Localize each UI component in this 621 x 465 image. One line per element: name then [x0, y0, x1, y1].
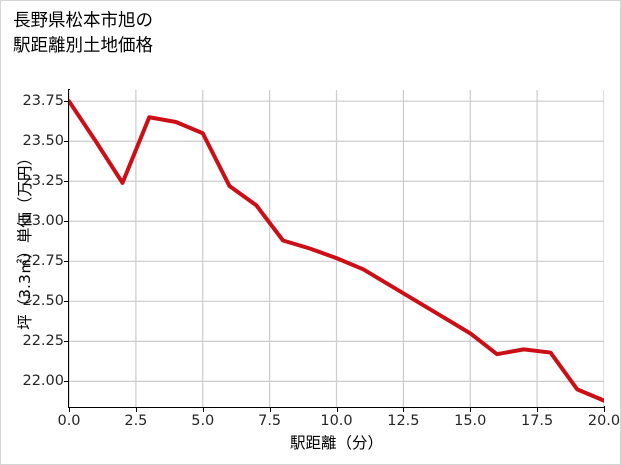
- x-tick-mark: [269, 408, 271, 412]
- y-tick-mark: [64, 101, 68, 103]
- x-tick-mark: [470, 408, 472, 412]
- y-tick-mark: [64, 381, 68, 383]
- x-tick-mark: [202, 408, 204, 412]
- x-tick-label: 2.5: [124, 413, 148, 429]
- x-tick-label: 0.0: [57, 413, 81, 429]
- x-tick-mark: [69, 408, 70, 412]
- x-tick-label: 5.0: [191, 413, 215, 429]
- y-tick-mark: [64, 141, 68, 143]
- y-axis-tick-labels: 22.00 22.25 22.50 22.75 23.00 23.25 23.50 23.75: [1, 90, 64, 407]
- x-axis-label: 駅距離（分）: [289, 434, 383, 452]
- x-tick-label: 10.0: [320, 413, 353, 429]
- x-tick-mark: [403, 408, 405, 412]
- x-tick-label: 15.0: [454, 413, 487, 429]
- y-axis-label: 坪（3.3㎡）単価（万円）: [16, 150, 34, 330]
- x-tick-mark: [336, 408, 338, 412]
- y-tick-label: 23.00: [22, 213, 64, 230]
- series-line-0: [69, 99, 604, 403]
- y-tick-mark: [64, 341, 68, 343]
- y-tick-mark: [64, 261, 68, 263]
- y-tick-mark: [64, 301, 68, 303]
- x-axis-tick-labels: 0.0 2.5 5.0 7.5 10.0 12.5 15.0 17.5 20.0: [57, 413, 620, 435]
- y-tick-label: 23.25: [22, 173, 64, 190]
- x-tick-label: 17.5: [520, 413, 554, 429]
- x-tick-mark: [537, 408, 539, 412]
- gridlines: [69, 90, 604, 407]
- x-tick-label: 20.0: [587, 413, 621, 429]
- y-tick-label: 22.50: [22, 293, 64, 310]
- chart-title: 長野県松本市旭の 駅距離別土地価格: [13, 11, 153, 57]
- y-tick-mark: [64, 181, 68, 183]
- y-tick-label: 22.75: [22, 253, 64, 270]
- plot-area: [69, 90, 604, 407]
- x-tick-label: 12.5: [387, 413, 420, 429]
- x-tick-mark: [135, 408, 137, 412]
- y-tick-label: 23.75: [22, 93, 64, 110]
- y-tick-label: 22.25: [22, 333, 64, 350]
- y-tick-label: 22.00: [22, 373, 64, 390]
- data-line-series: [69, 99, 604, 403]
- y-tick-label: 23.50: [22, 133, 64, 150]
- x-tick-label: 7.5: [258, 413, 282, 429]
- y-tick-mark: [64, 221, 68, 223]
- x-tick-mark: [604, 408, 605, 412]
- x-axis-spine: [68, 406, 605, 408]
